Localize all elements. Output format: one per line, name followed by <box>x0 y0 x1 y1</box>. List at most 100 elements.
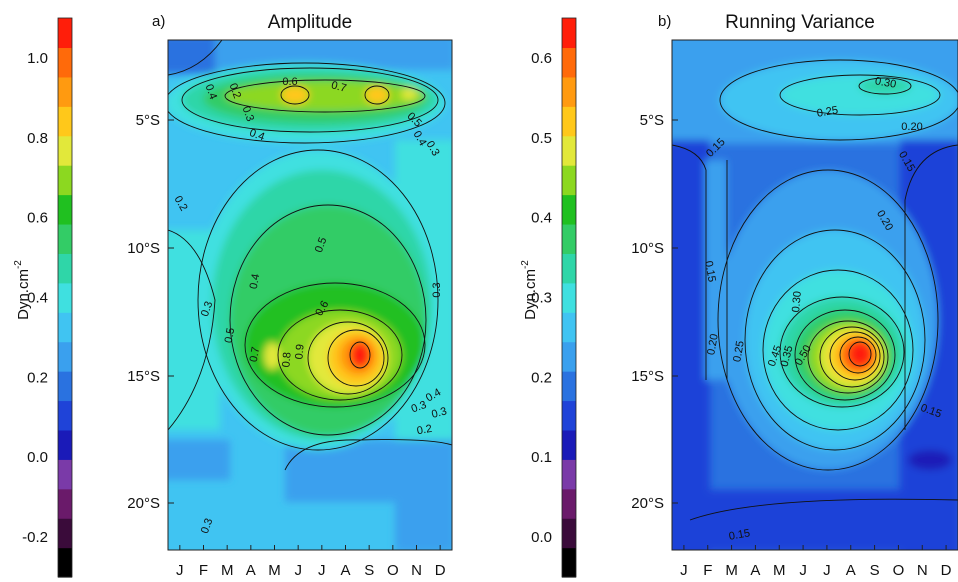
contour-a-lower-blue-edge <box>284 439 452 471</box>
colorbar-swatch <box>562 459 576 490</box>
colorbar-swatch <box>58 194 72 225</box>
contour-label: 0.5 <box>223 327 237 344</box>
contour-a-top-spot-1 <box>280 85 310 105</box>
x-tick-label: O <box>387 562 399 579</box>
colorbar-b-ticks: 0.0 0.1 0.2 0.3 0.4 0.5 0.6 <box>531 50 552 546</box>
contour-b-top-spot <box>858 77 912 95</box>
blob-a-top-yellow-spot-3 <box>401 88 417 100</box>
contour-label: 0.30 <box>790 291 804 313</box>
colorbar-swatch <box>58 371 72 402</box>
colorbar-tick-label: 0.1 <box>531 449 552 466</box>
colorbar-frame <box>57 17 73 578</box>
colorbar-swatch <box>58 341 72 372</box>
heatmap-b-frame <box>671 39 958 551</box>
contour-b-mid-outer <box>717 169 939 471</box>
x-tick-label: F <box>199 562 208 579</box>
heatmap-a-frame <box>167 39 453 551</box>
contour-b-bottom-edge <box>689 498 958 521</box>
colorbar-tick-label: 0.5 <box>531 130 552 147</box>
colorbar-swatch <box>562 488 576 519</box>
blob-b-top-sea <box>859 78 911 94</box>
x-tick-label: O <box>893 562 905 579</box>
x-tick-label: M <box>725 562 738 579</box>
contour-label: 0.2 <box>416 423 433 437</box>
contour-label: 0.6 <box>282 76 297 88</box>
colorbar-swatch <box>562 282 576 313</box>
x-tick-label: M <box>221 562 234 579</box>
contour-label: 0.8 <box>280 352 293 368</box>
contour-b-top-inner <box>779 74 941 116</box>
y-tick-label: 15°S <box>127 368 160 385</box>
contour-b-right-edge <box>904 144 958 430</box>
colorbar-swatch <box>58 429 72 460</box>
x-tick-label: A <box>750 562 760 579</box>
colorbar-swatch <box>58 459 72 490</box>
contour-a-top-mid <box>181 67 439 133</box>
y-tick-label: 15°S <box>631 368 664 385</box>
x-tick-label: M <box>268 562 281 579</box>
colorbar-swatch <box>58 547 72 578</box>
contour-b-core-ring-4 <box>839 336 877 374</box>
colorbar-swatch <box>58 518 72 549</box>
contour-label: 0.20 <box>901 121 922 133</box>
blob-b-left-dark <box>672 140 710 550</box>
contour-a-core-outer <box>277 309 403 401</box>
y-tick-label: 5°S <box>640 112 664 129</box>
x-tick-label: N <box>917 562 928 579</box>
colorbar-swatch <box>58 76 72 107</box>
colorbar-swatch <box>562 341 576 372</box>
panel-b-letter: b) <box>658 13 671 30</box>
heatmap-a: 0.6 0.70.20.30.40.40.50.40.30.20.30.50.4 0… <box>168 40 452 550</box>
contour-label: 0.5 <box>313 236 330 254</box>
contour-label: 0.7 <box>330 79 348 95</box>
contour-label: 0.7 <box>248 346 262 363</box>
contour-label: 0.30 <box>874 75 897 91</box>
x-tick-label: S <box>870 562 880 579</box>
colorbar-swatch <box>562 429 576 460</box>
colorbar-a-label: Dyn.cm-2 <box>13 260 32 320</box>
colorbar-tick-label: 0.2 <box>531 369 552 386</box>
colorbar-swatch <box>58 282 72 313</box>
blob-b-core-red <box>849 342 871 366</box>
contour-b-core-center <box>848 341 872 367</box>
contour-label: 0.4 <box>248 273 262 290</box>
colorbar-tick-label: 1.0 <box>27 50 48 67</box>
contour-label: 0.4 <box>248 127 266 144</box>
contour-b-core-ring-3 <box>829 331 881 381</box>
contour-a-left-edge <box>168 229 216 431</box>
contour-b-core-outer <box>779 296 905 408</box>
colorbar-swatch <box>562 135 576 166</box>
colorbar-swatch <box>562 76 576 107</box>
contour-a-top-left-edge <box>168 40 223 76</box>
contour-a-core-mid <box>307 321 389 395</box>
colorbar-tick-label: 0.8 <box>27 130 48 147</box>
colorbar-swatch <box>562 371 576 402</box>
colorbar-swatch <box>562 547 576 578</box>
blob-a-bottom-right-blue <box>395 500 452 550</box>
colorbar-tick-label: 0.0 <box>531 529 552 546</box>
colorbar-tick-label: 0.0 <box>27 449 48 466</box>
colorbar-swatch <box>58 400 72 431</box>
contour-label: 0.3 <box>199 300 216 318</box>
panel-b: 0.0 0.1 0.2 0.3 0.4 0.5 0.6 Dyn.cm-2 <box>520 12 958 579</box>
blob-a-top-yellow-spot-1 <box>281 86 309 104</box>
x-tick-label: A <box>340 562 350 579</box>
colorbar-tick-label: 0.3 <box>531 290 552 307</box>
colorbar-b <box>561 17 577 578</box>
x-tick-label: F <box>703 562 712 579</box>
contour-label: 0.15 <box>702 260 718 283</box>
y-tick-label: 20°S <box>127 495 160 512</box>
blob-b-bottom-dark <box>690 490 958 550</box>
x-tick-label: J <box>318 562 326 579</box>
contour-label: 0.2 <box>227 82 244 100</box>
colorbar-swatch <box>562 165 576 196</box>
contour-label: 0.20 <box>705 333 721 356</box>
contour-label: 0.3 <box>430 405 448 421</box>
blob-a-top-lime-band <box>225 81 425 111</box>
contour-a-mid-inner <box>229 204 427 436</box>
colorbar-tick-label: -0.2 <box>22 529 48 546</box>
x-tick-label: J <box>799 562 807 579</box>
